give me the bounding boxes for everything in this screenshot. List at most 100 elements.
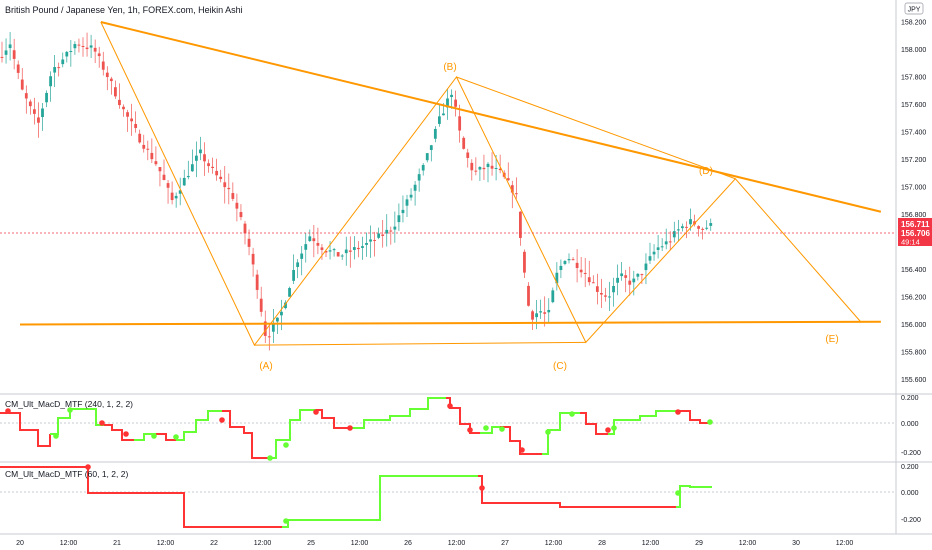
candle-body	[454, 99, 457, 107]
candle-body	[433, 128, 437, 139]
harmonic-pattern[interactable]	[100, 21, 862, 347]
candle-body	[288, 288, 291, 297]
candle-body	[668, 241, 672, 243]
time-axis-label: 12:00	[739, 540, 757, 547]
macd-signal-dot	[5, 408, 11, 414]
macd-falling-segment	[222, 410, 268, 459]
macd-falling-segment	[678, 410, 708, 424]
indicator-2-axis-mid: 0.000	[901, 490, 919, 497]
candle-body	[640, 274, 644, 276]
candle-body	[381, 234, 385, 236]
candle-body	[385, 229, 389, 234]
candle-body	[417, 174, 421, 181]
candle-body	[170, 192, 174, 201]
bar-countdown: 49:14	[901, 238, 920, 247]
indicator-1-plot	[0, 397, 713, 461]
macd-rising-segment	[480, 426, 500, 434]
candle-body	[186, 175, 190, 178]
candle-body	[587, 277, 591, 283]
candle-body	[49, 76, 52, 87]
price-axis-label: 157.800	[901, 75, 926, 82]
candle-body	[251, 253, 255, 265]
macd-falling-segment	[156, 433, 176, 441]
candle-body	[81, 45, 85, 47]
candle-body	[681, 226, 684, 229]
candle-body	[409, 194, 413, 198]
price-axis-label: 158.200	[901, 20, 926, 27]
candle-body	[223, 182, 227, 188]
triangle-trendlines[interactable]	[19, 21, 882, 326]
candle-body	[648, 256, 652, 261]
candle-body	[636, 273, 640, 277]
candle-body	[130, 118, 133, 122]
candle-body	[182, 177, 186, 186]
macd-signal-dot	[467, 427, 473, 433]
indicator-1-axis-bottom: -0.200	[901, 450, 921, 457]
candle-body	[207, 163, 210, 167]
time-axis-label: 12:00	[642, 540, 660, 547]
time-axis-label: 22	[210, 540, 218, 547]
candle-body	[531, 311, 534, 320]
price-axis-label: 156.400	[901, 267, 926, 274]
chart-title[interactable]: British Pound / Japanese Yen, 1h, FOREX.…	[5, 5, 243, 15]
macd-falling-segment	[316, 409, 350, 429]
candle-body	[118, 99, 121, 106]
candle-body	[644, 263, 648, 271]
candle-body	[243, 223, 247, 234]
macd-rising-segment	[134, 433, 156, 441]
candle-body	[620, 273, 624, 277]
candle-body	[523, 251, 526, 273]
candle-body	[77, 44, 81, 46]
candle-body	[316, 242, 320, 246]
macd-signal-dot	[85, 464, 91, 470]
candle-body	[271, 323, 275, 332]
candle-body	[227, 187, 231, 190]
candle-body	[373, 239, 376, 241]
indicator-1-name[interactable]: CM_Ult_MacD_MTF (240, 1, 2, 2)	[5, 399, 133, 409]
macd-rising-segment	[176, 410, 222, 441]
macd-rising-segment	[608, 410, 678, 435]
macd-signal-dot	[545, 429, 551, 435]
time-axis[interactable]: 20 12:00 21 12:00 22 12:00 25 12:00 26 12:00 27 12:…	[16, 540, 853, 547]
candle-body	[494, 167, 498, 169]
candle-body	[551, 290, 555, 303]
time-axis-label: 12:00	[836, 540, 854, 547]
macd-signal-dot	[569, 411, 575, 417]
indicator-2-axis-bottom: -0.200	[901, 517, 921, 524]
candle-body	[498, 168, 502, 171]
time-axis-label: 12:00	[254, 540, 272, 547]
currency-badge[interactable]	[904, 2, 924, 15]
candle-body	[393, 226, 397, 230]
price-axis-label: 158.000	[901, 47, 926, 54]
macd-signal-dot	[219, 417, 225, 423]
price-axis[interactable]: 158.200 158.000 157.800 157.600 157.400 157.2…	[901, 20, 926, 385]
candle-body	[0, 56, 4, 58]
candle-body	[231, 193, 235, 199]
candle-body	[579, 269, 583, 273]
last-price-value: 156.711	[901, 220, 930, 229]
candle-body	[195, 155, 198, 161]
candle-body	[328, 250, 332, 252]
candle-body	[33, 109, 36, 114]
candle-body	[624, 275, 628, 278]
macd-signal-dot	[447, 403, 453, 409]
macd-signal-dot	[499, 426, 505, 432]
candle-body	[259, 298, 263, 312]
pattern-label-d: (D)	[699, 166, 713, 177]
indicator-2-name[interactable]: CM_Ult_MacD_MTF (60, 1, 2, 2)	[5, 469, 128, 479]
macd-signal-dot	[313, 409, 319, 415]
candle-body	[563, 261, 567, 264]
price-axis-label: 157.600	[901, 102, 926, 109]
pattern-label-b: (B)	[443, 62, 456, 73]
candle-body	[352, 247, 356, 250]
candle-body	[575, 262, 579, 268]
time-axis-label: 30	[792, 540, 800, 547]
macd-falling-segment	[0, 466, 282, 528]
pattern-zigzag	[100, 21, 862, 347]
candle-body	[591, 282, 595, 284]
candle-body	[109, 78, 113, 82]
candle-body	[462, 137, 466, 149]
candle-body	[53, 67, 57, 73]
candle-body	[41, 108, 44, 118]
